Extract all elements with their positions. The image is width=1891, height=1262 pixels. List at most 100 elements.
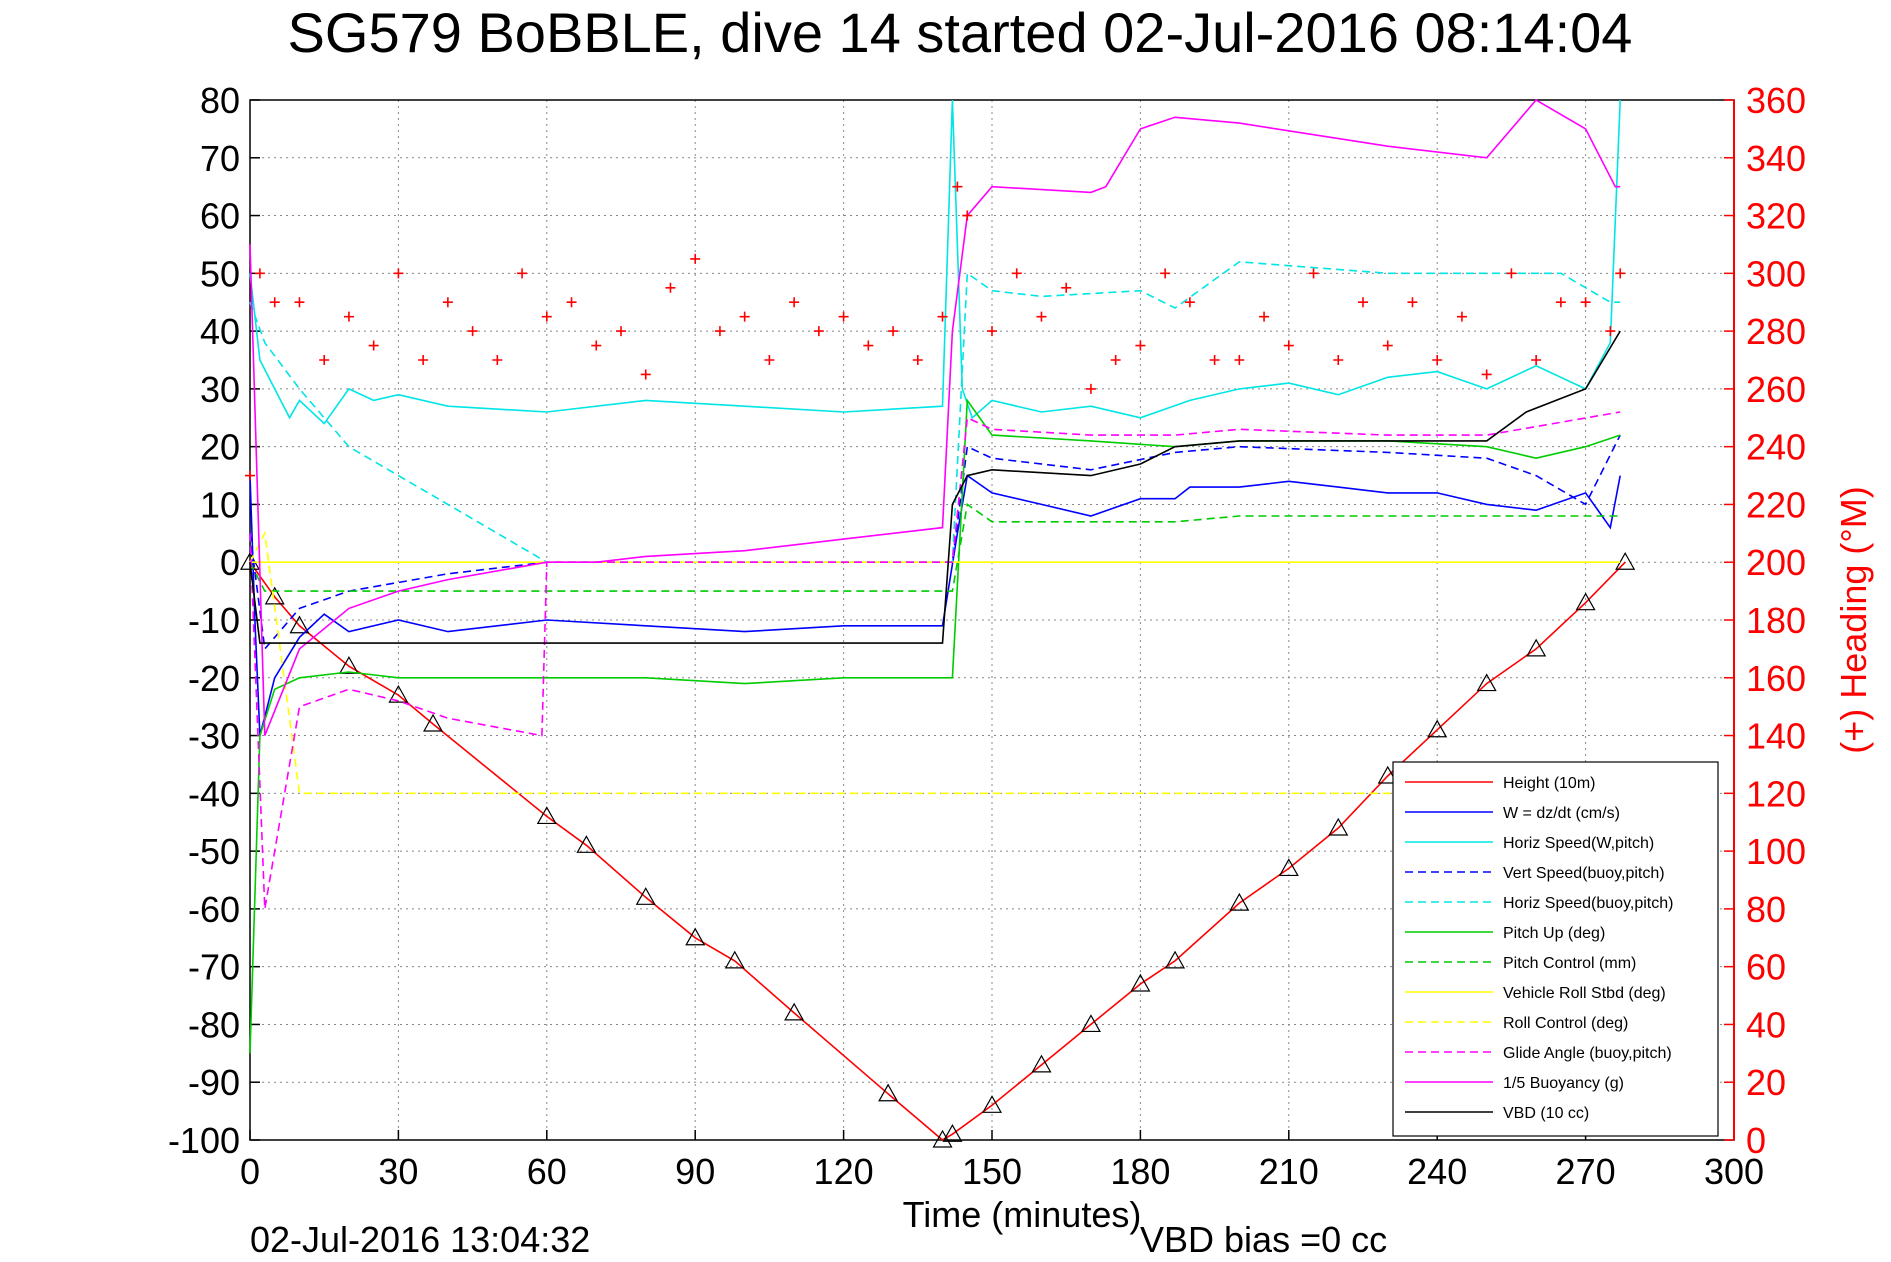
y2-axis-label: (+) Heading (°M) <box>1833 486 1874 753</box>
series-12-point <box>368 340 379 351</box>
series-0-point <box>942 1123 963 1142</box>
series-12-point <box>245 470 255 481</box>
legend-label: VBD (10 cc) <box>1503 1105 1589 1122</box>
legend-box <box>1392 761 1719 1137</box>
series-12-point <box>1110 355 1121 365</box>
x-axis-ticks: 0 30 60 90 120 150 180 210 240 270 300 <box>240 1130 1764 1192</box>
y-tick-label: -70 <box>188 947 240 988</box>
series-11-line <box>249 330 1621 644</box>
series-12-point <box>1506 268 1517 279</box>
series-group <box>239 98 1636 1148</box>
series-12-point <box>492 355 503 365</box>
series-12-point <box>1011 268 1022 279</box>
y2-tick-label: 260 <box>1746 369 1806 410</box>
series-12-point <box>640 369 651 380</box>
x-axis-label: Time (minutes) <box>903 1194 1142 1235</box>
y2-tick-label: 200 <box>1746 542 1806 583</box>
series-0-point <box>724 950 745 969</box>
series-0-point <box>784 1002 805 1021</box>
y2-tick-label: 180 <box>1746 600 1806 641</box>
series-12-point <box>912 355 923 365</box>
y-tick-label: 20 <box>200 427 240 468</box>
series-12-point <box>1135 340 1146 351</box>
series-12-point <box>1085 383 1096 394</box>
footer-vbd-bias: VBD bias =0 cc <box>1140 1219 1387 1260</box>
series-12-point <box>566 297 577 308</box>
series-12-point <box>254 268 265 279</box>
series-12-point <box>467 326 478 337</box>
series-12-point <box>1036 311 1047 322</box>
series-12-point <box>1234 355 1245 365</box>
series-12-point <box>517 268 528 279</box>
y2-tick-label: 300 <box>1746 253 1806 294</box>
series-12-point <box>813 326 824 337</box>
series-12-point <box>418 355 429 365</box>
y2-tick-label: 280 <box>1746 311 1806 352</box>
series-0-point <box>981 1095 1003 1113</box>
x-tick-label: 120 <box>814 1151 874 1192</box>
legend-label: Pitch Up (deg) <box>1503 925 1605 942</box>
series-0-point <box>1476 673 1497 692</box>
series-0-point <box>1278 858 1299 877</box>
legend-label: Horiz Speed(buoy,pitch) <box>1503 895 1673 912</box>
series-12-point <box>838 311 849 322</box>
y-tick-label: -40 <box>188 773 240 814</box>
series-0-point <box>576 835 597 853</box>
y2-tick-label: 140 <box>1746 716 1806 757</box>
series-12-point <box>1382 340 1393 351</box>
y-tick-label: -30 <box>188 716 240 757</box>
x-tick-label: 180 <box>1110 1151 1170 1192</box>
series-12-point <box>1333 355 1344 365</box>
y-axis-ticks: 80 70 60 50 40 30 20 10 0 -10 -20 -30 -40 -50 -60 -70 -8… <box>168 80 260 1161</box>
legend: Height (10m) W = dz/dt (cm/s) Horiz Speed(… <box>1392 761 1719 1137</box>
y2-tick-label: 20 <box>1746 1062 1786 1103</box>
y-tick-label: 0 <box>220 542 240 583</box>
y2-tick-label: 360 <box>1746 80 1806 121</box>
series-0-point <box>536 806 557 825</box>
series-0-point <box>1427 719 1448 738</box>
legend-label: Pitch Control (mm) <box>1503 955 1636 972</box>
series-0-point <box>1377 765 1398 784</box>
series-12-point <box>1358 297 1368 308</box>
y2-tick-label: 60 <box>1746 947 1786 988</box>
y2-tick-label: 0 <box>1746 1120 1766 1161</box>
series-12-point <box>1456 311 1467 322</box>
series-0-point <box>423 713 444 732</box>
y-tick-label: 60 <box>200 196 240 237</box>
series-0-point <box>1130 973 1151 992</box>
series-0-point <box>1526 638 1547 657</box>
series-12-point <box>863 340 874 351</box>
y-tick-label: -50 <box>188 831 240 872</box>
footer-timestamp: 02-Jul-2016 13:04:32 <box>250 1219 590 1260</box>
series-12-point <box>1259 311 1270 322</box>
x-tick-label: 60 <box>527 1151 567 1192</box>
series-12-point <box>888 326 899 337</box>
series-12-point <box>937 311 948 322</box>
legend-label: Roll Control (deg) <box>1503 1015 1628 1032</box>
y-tick-label: -100 <box>168 1120 240 1161</box>
series-12-point <box>1531 355 1542 365</box>
y-tick-label: 70 <box>200 138 240 179</box>
series-12-point <box>1283 340 1294 351</box>
series-12-point <box>1555 297 1566 308</box>
series-0-point <box>1575 592 1596 611</box>
series-12-point <box>1308 268 1319 279</box>
y2-axis-ticks: 3603403203002802602402202001801601401201… <box>1724 80 1806 1161</box>
series-5-line <box>249 398 1621 1054</box>
series-12-point <box>541 311 552 322</box>
series-12-point <box>764 355 775 365</box>
series-0-point <box>635 887 656 905</box>
series-3-line <box>249 434 1621 651</box>
series-0-point <box>1229 892 1250 911</box>
legend-label: Vert Speed(buoy,pitch) <box>1503 865 1665 882</box>
y2-tick-label: 40 <box>1746 1004 1786 1045</box>
series-12-point <box>269 297 280 308</box>
chart-title: SG579 BoBBLE, dive 14 started 02-Jul-201… <box>288 1 1633 64</box>
series-12-point <box>1407 297 1418 308</box>
x-tick-label: 30 <box>378 1151 418 1192</box>
series-0-point <box>264 586 285 605</box>
y-tick-label: -80 <box>188 1004 240 1045</box>
series-12-point <box>442 297 453 308</box>
series-12-point <box>739 311 750 322</box>
